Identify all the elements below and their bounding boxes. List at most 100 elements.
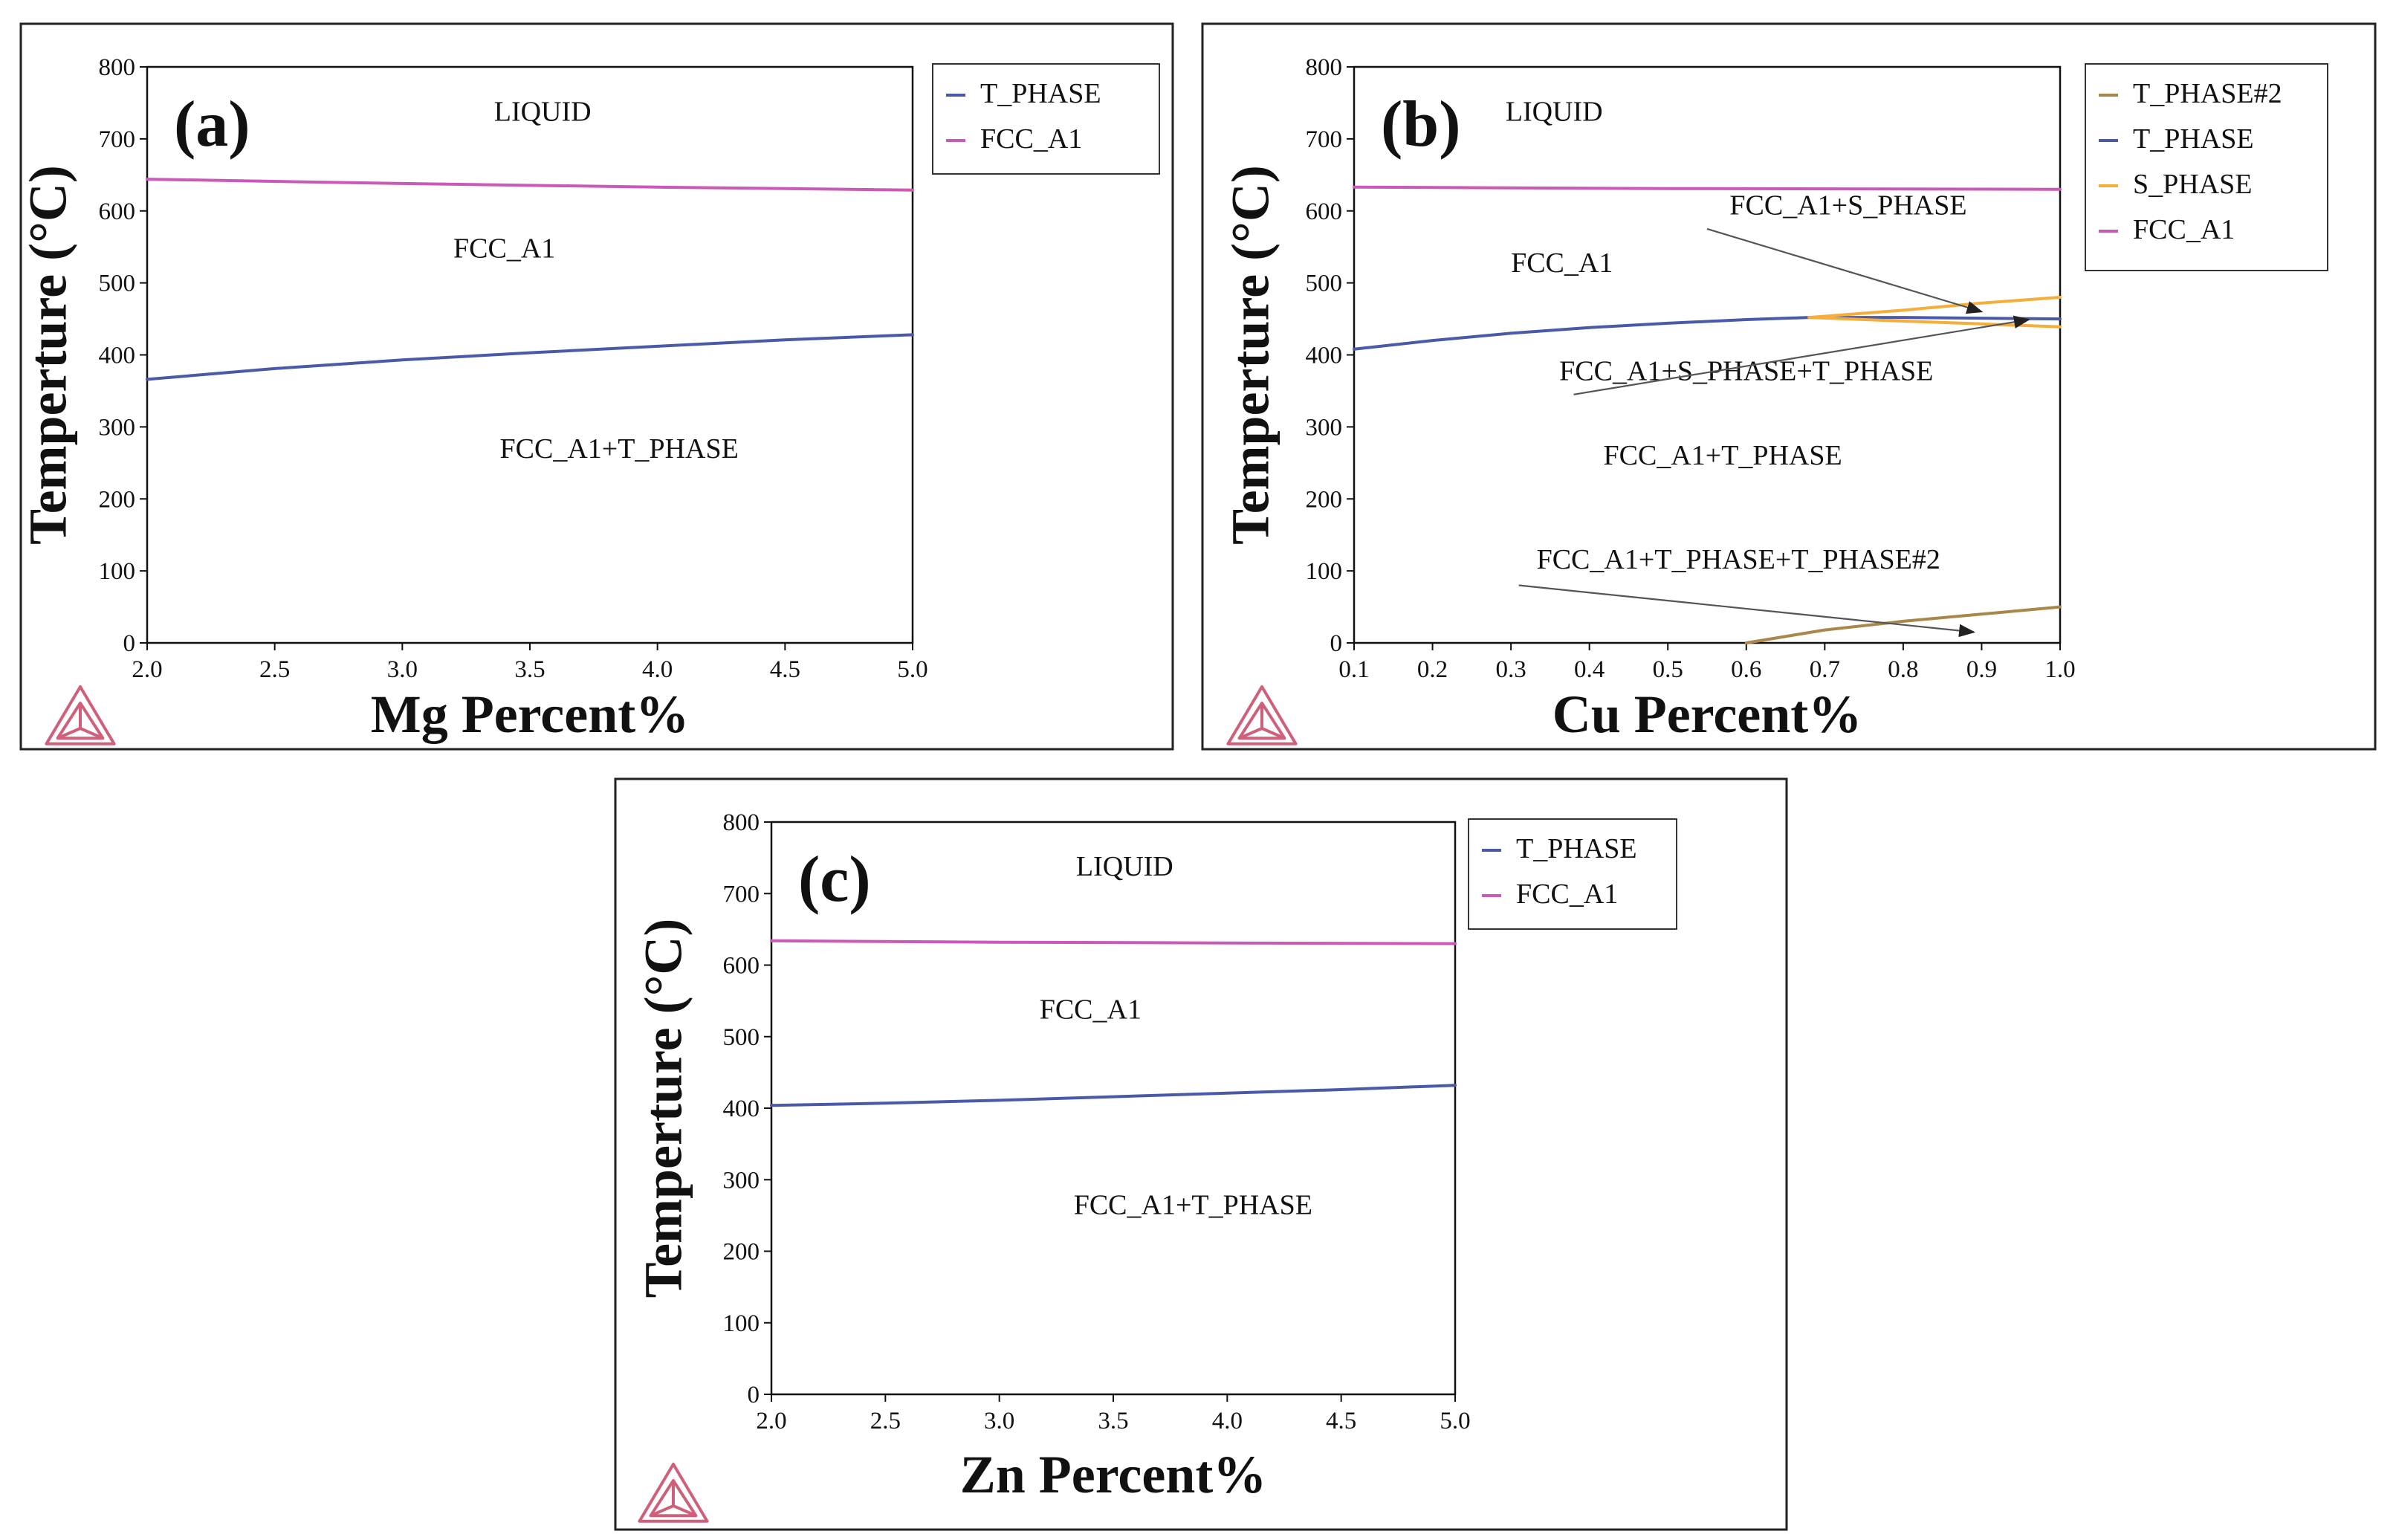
region-label-fcc-a1-s-phase-t-phase: FCC_A1+S_PHASE+T_PHASE — [1559, 355, 1933, 386]
y-tick-label: 800 — [99, 54, 136, 81]
region-label-fcc-a1: FCC_A1 — [453, 233, 555, 265]
legend-box — [2085, 63, 2328, 271]
x-tick-label: 0.7 — [1810, 656, 1840, 683]
y-tick-label: 300 — [99, 414, 136, 441]
region-label-liquid: LIQUID — [1076, 851, 1173, 882]
y-axis-label: Temperture (°C) — [634, 919, 693, 1298]
series-line-t-phase — [1353, 316, 2062, 351]
legend-label-t-phase: T_PHASE — [1516, 833, 1637, 864]
x-tick-label: 0.8 — [1888, 656, 1918, 683]
panel-b-letter: (b) — [1381, 88, 1461, 161]
y-tick-label: 200 — [723, 1239, 760, 1266]
x-tick-label: 2.0 — [756, 1408, 786, 1434]
y-tick-label: 200 — [99, 486, 136, 513]
panel-c-frame — [614, 777, 1788, 1531]
x-tick-label: 0.1 — [1338, 656, 1369, 683]
y-tick-label: 700 — [723, 881, 760, 908]
y-axis-label: Temperture (°C) — [1221, 165, 1280, 545]
legend-label-t-phase: T_PHASE — [2133, 123, 2254, 155]
x-tick-label: 2.5 — [870, 1408, 901, 1434]
panel-a: 0 100 200 300 400 500 600 700 800 2.0 2.5 3.0 3.5 4.0… — [19, 22, 1174, 751]
x-tick-label: 4.0 — [642, 656, 673, 683]
legend-label-fcc-a1: FCC_A1 — [2133, 214, 2235, 245]
x-tick-label: 3.5 — [1098, 1408, 1128, 1434]
panel-c-letter: (c) — [798, 844, 871, 916]
x-tick-label: 3.0 — [984, 1408, 1014, 1434]
panel-a-plot-area — [146, 65, 914, 644]
region-label-liquid: LIQUID — [494, 97, 592, 128]
x-tick-label: 0.3 — [1495, 656, 1526, 683]
series-line-s-phase — [1807, 296, 2062, 320]
x-tick-label: 4.5 — [1326, 1408, 1356, 1434]
y-tick-label: 400 — [723, 1096, 760, 1122]
x-tick-label: 0.9 — [1966, 656, 1997, 683]
panel-a-letter: (a) — [174, 88, 250, 161]
legend-box — [932, 63, 1160, 175]
series-line-fcc-a1 — [146, 178, 914, 192]
y-tick-label: 700 — [1306, 126, 1343, 153]
x-tick-label: 4.5 — [770, 656, 800, 683]
x-axis-label: Cu Percent% — [1552, 685, 1862, 744]
region-label-fcc-a1-t-phase: FCC_A1+T_PHASE — [1074, 1189, 1312, 1220]
y-tick-label: 500 — [723, 1024, 760, 1051]
region-label-liquid: LIQUID — [1506, 97, 1603, 128]
series-line-fcc-a1 — [1353, 185, 2062, 191]
y-axis-label: Temperture (°C) — [19, 165, 78, 545]
annotation-arrow — [1518, 584, 1976, 638]
series-line-t-phase — [770, 1084, 1457, 1107]
legend-label-fcc-a1: FCC_A1 — [1516, 879, 1618, 910]
y-tick-label: 300 — [1306, 414, 1343, 441]
x-tick-label: 0.4 — [1574, 656, 1605, 683]
x-tick-label: 0.6 — [1731, 656, 1761, 683]
panel-b-frame — [1201, 22, 2377, 751]
y-tick-label: 700 — [99, 126, 136, 153]
region-label-fcc-a1-t-phase-t-phase-2: FCC_A1+T_PHASE+T_PHASE#2 — [1537, 544, 1940, 575]
region-label-fcc-a1-t-phase: FCC_A1+T_PHASE — [1603, 440, 1842, 471]
y-tick-label: 100 — [723, 1310, 760, 1337]
panel-b: 0 100 200 300 400 500 600 700 800 0.1 0.2 0.3 0.4 0.5… — [1201, 22, 2377, 751]
region-label-fcc-a1-t-phase: FCC_A1+T_PHASE — [500, 433, 739, 465]
legend-label-t-phase-2: T_PHASE#2 — [2133, 78, 2282, 109]
legend-label-s-phase: S_PHASE — [2133, 169, 2253, 200]
y-tick-label: 500 — [99, 271, 136, 297]
annotation-arrow — [1706, 227, 1984, 314]
series-line-t-phase — [146, 333, 914, 381]
x-tick-label: 2.0 — [132, 656, 162, 683]
panel-c-plot-area — [770, 821, 1457, 1396]
x-axis-label: Zn Percent% — [960, 1445, 1267, 1504]
y-tick-label: 100 — [1306, 558, 1343, 585]
y-tick-label: 400 — [99, 343, 136, 369]
panel-c: 0 100 200 300 400 500 600 700 800 2.0 2.5 3.0 3.5 4.0… — [614, 777, 1788, 1531]
region-label-fcc-a1-s-phase: FCC_A1+S_PHASE — [1729, 190, 1966, 221]
legend-box — [1468, 818, 1677, 930]
thermo-calc-logo — [1226, 685, 1298, 745]
x-tick-label: 2.5 — [259, 656, 290, 683]
region-label-fcc-a1: FCC_A1 — [1040, 994, 1142, 1026]
x-tick-label: 0.5 — [1653, 656, 1683, 683]
x-tick-label: 1.0 — [2044, 656, 2075, 683]
y-tick-label: 0 — [748, 1382, 760, 1408]
y-tick-label: 600 — [1306, 198, 1343, 225]
x-tick-label: 0.2 — [1417, 656, 1448, 683]
y-tick-label: 0 — [1330, 630, 1343, 657]
series-line-fcc-a1 — [770, 939, 1457, 945]
x-axis-label: Mg Percent% — [371, 685, 689, 744]
y-tick-label: 600 — [723, 953, 760, 980]
y-tick-label: 100 — [99, 558, 136, 585]
panel-a-frame — [19, 22, 1174, 751]
legend-label-t-phase: T_PHASE — [980, 78, 1101, 109]
thermo-calc-logo — [638, 1463, 709, 1523]
y-tick-label: 200 — [1306, 486, 1343, 513]
legend-label-fcc-a1: FCC_A1 — [980, 123, 1082, 155]
annotation-arrow — [1573, 315, 2030, 395]
y-tick-label: 800 — [1306, 54, 1343, 81]
y-tick-label: 300 — [723, 1167, 760, 1194]
y-tick-label: 800 — [723, 809, 760, 836]
region-label-fcc-a1: FCC_A1 — [1511, 248, 1613, 279]
y-tick-label: 600 — [99, 198, 136, 225]
x-tick-label: 3.5 — [514, 656, 545, 683]
thermo-calc-logo — [45, 685, 116, 745]
y-tick-label: 500 — [1306, 271, 1343, 297]
series-line-t-phase-2 — [1744, 605, 2062, 644]
